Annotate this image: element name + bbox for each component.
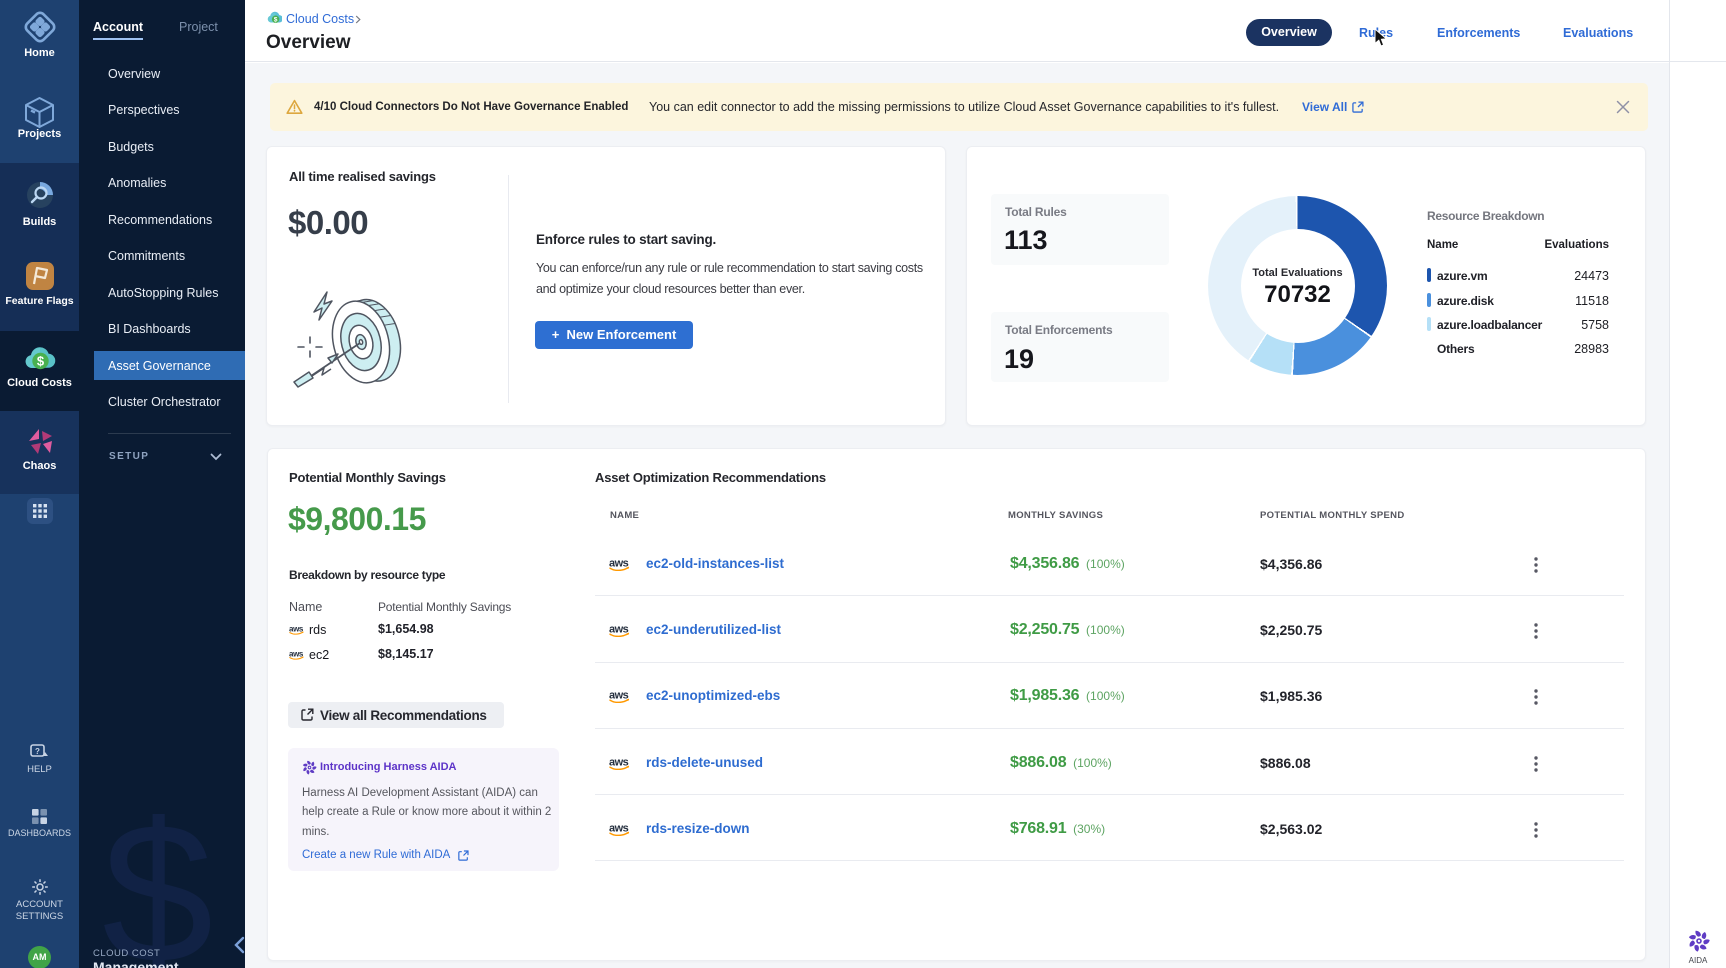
svg-text:aws: aws: [609, 756, 629, 768]
svg-text:aws: aws: [609, 624, 629, 636]
svg-text:$: $: [37, 354, 45, 369]
svg-text:aws: aws: [609, 558, 629, 570]
svg-text:aws: aws: [289, 649, 304, 658]
svg-text:aws: aws: [609, 690, 629, 702]
svg-text:aws: aws: [609, 822, 629, 834]
svg-text:?: ?: [35, 747, 40, 756]
svg-text:aws: aws: [289, 624, 304, 633]
svg-text:$: $: [274, 17, 278, 24]
